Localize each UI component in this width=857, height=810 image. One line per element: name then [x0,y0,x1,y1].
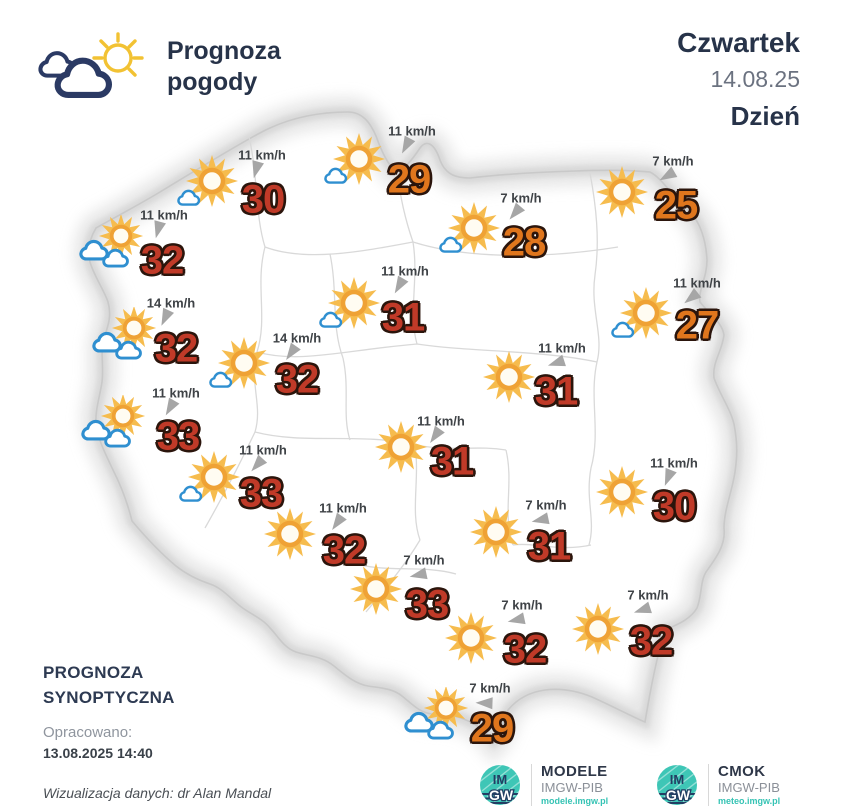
wind-speed-label: 7 km/h [525,497,567,513]
temperature-value: 27 [675,303,719,348]
wind-speed-label: 7 km/h [469,680,511,696]
modele-org: IMGW-PIB [541,780,603,795]
temperature-value: 32 [322,528,366,573]
wind-direction-arrow [506,612,526,628]
footer-info: PROGNOZA SYNOPTYCZNA Opracowano: 13.08.2… [43,660,271,801]
forecast-period: Dzień [730,101,800,131]
wind-speed-label: 11 km/h [417,413,465,429]
page-title-line2: pogody [167,68,258,96]
imgw-logo-text-bottom: GW [666,787,691,803]
imgw-logo-text-top: IM [493,772,507,787]
temperature-value: 32 [154,326,198,371]
wind-speed-label: 7 km/h [652,153,694,169]
prepared-label: Opracowano: [43,724,133,741]
wind-speed-label: 11 km/h [239,442,287,458]
weather-icon [314,275,390,335]
wind-speed-label: 11 km/h [152,385,200,401]
cmok-logo-block: IM GW CMOK IMGW-PIB meteo.imgw.pl [655,762,780,808]
prepared-datetime: 13.08.2025 14:40 [43,745,153,761]
wind-speed-label: 11 km/h [238,147,286,163]
page-title-line1: Prognoza [167,37,281,65]
wind-speed-label: 11 km/h [319,500,367,516]
weather-icon [79,395,155,455]
wind-speed-label: 11 km/h [388,123,436,139]
day-name: Czwartek [677,27,800,58]
visualization-credit: Wizualizacja danych: dr Alan Mandal [43,785,272,801]
modele-logo-block: IM GW MODELE IMGW-PIB modele.imgw.pl [478,762,608,808]
weather-icon [433,608,509,668]
wind-speed-label: 11 km/h [673,275,721,291]
cmok-url: meteo.imgw.pl [718,796,781,806]
temperature-value: 32 [629,619,673,664]
imgw-logo-text-top: IM [670,772,684,787]
wind-direction-arrow [150,220,166,240]
modele-url: modele.imgw.pl [541,796,609,806]
temperature-value: 33 [405,582,449,627]
imgw-logo-text-bottom: GW [489,787,514,803]
logo-divider [708,764,709,806]
weather-icon [338,559,414,619]
cmok-logo-text: CMOK IMGW-PIB meteo.imgw.pl [718,763,780,807]
logo-sun [92,32,144,77]
modele-logo-text: MODELE IMGW-PIB modele.imgw.pl [541,763,608,807]
temperature-value: 31 [527,524,571,569]
cmok-org: IMGW-PIB [718,780,780,795]
logo-divider [531,764,532,806]
temperature-value: 31 [381,295,425,340]
temperature-value: 31 [534,369,578,414]
forecast-date: 14.08.25 [710,66,800,92]
forecast-type-line1: PROGNOZA [43,663,144,682]
temperature-value: 28 [502,220,546,265]
wind-direction-arrow [408,567,428,583]
wind-direction-arrow [396,135,416,157]
weather-icon [458,502,534,562]
app-logo-cloud-sun-icon [36,32,144,112]
wind-speed-label: 7 km/h [501,597,543,613]
wind-speed-label: 7 km/h [403,552,445,568]
wind-speed-label: 14 km/h [146,295,196,311]
imgw-logo-icon: IM GW [480,765,520,805]
temperature-value: 29 [387,157,431,202]
wind-speed-label: 7 km/h [627,587,669,603]
temperature-value: 32 [275,357,319,402]
forecast-type-line2: SYNOPTYCZNA [43,688,175,707]
temperature-value: 33 [239,471,283,516]
weather-icon [560,599,636,659]
forecast-type-title: PROGNOZA SYNOPTYCZNA [43,660,271,710]
forecast-header: Czwartek 14.08.25 Dzień [677,26,800,134]
page-title: Prognoza pogody [167,36,281,98]
temperature-value: 31 [430,439,474,484]
temperature-value: 32 [503,627,547,672]
temperature-value: 33 [156,414,200,459]
wind-speed-label: 11 km/h [650,455,698,471]
weather-icon [204,335,280,395]
temperature-value: 30 [241,177,285,222]
weather-icon [402,687,478,747]
wind-speed-label: 11 km/h [538,340,586,356]
temperature-value: 32 [140,238,184,283]
wind-speed-label: 11 km/h [381,263,429,279]
weather-icon [252,504,328,564]
weather-icon [606,285,682,345]
temperature-value: 30 [652,484,696,529]
temperature-value: 25 [654,183,698,228]
weather-icon [584,462,660,522]
weather-icon [584,162,660,222]
wind-speed-label: 11 km/h [140,207,188,223]
wind-speed-label: 14 km/h [272,330,322,346]
wind-direction-arrow [389,275,409,297]
modele-name: MODELE [541,763,608,780]
wind-direction-arrow [475,696,493,710]
cmok-name: CMOK [718,763,766,780]
weather-icon [172,153,248,213]
weather-icon [434,200,510,260]
wind-speed-label: 7 km/h [500,190,542,206]
temperature-value: 29 [470,706,514,751]
weather-icon [174,449,250,509]
weather-icon [319,131,395,191]
imgw-logo-icon: IM GW [657,765,697,805]
